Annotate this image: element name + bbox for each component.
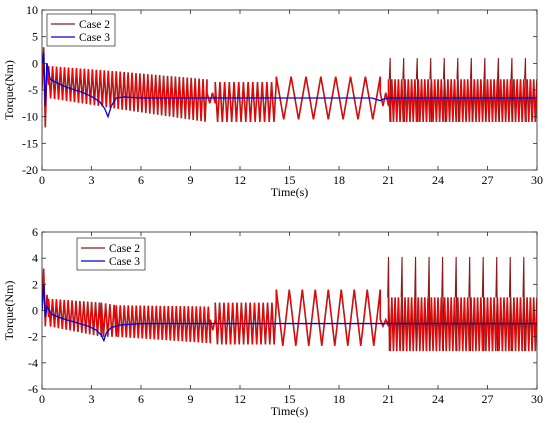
legend-label: Case 2 [79, 19, 110, 31]
y-tick-label: -20 [22, 163, 38, 177]
plot-series [42, 256, 537, 352]
x-tick-label: 0 [39, 173, 45, 187]
series-case2-spike [481, 256, 485, 352]
series-case2-spike [483, 57, 487, 123]
series-case2-spike [497, 57, 500, 123]
legend-box [46, 13, 116, 47]
series-case2-spike [508, 256, 512, 352]
x-tick-label: 15 [284, 173, 296, 187]
x-tick-label: 18 [333, 173, 345, 187]
chart-2: 0 3 6 9 12 15 18 21 24 27 30-6-4-20246Time(s)Torqu… [2, 225, 543, 418]
y-tick-label: 0 [32, 56, 38, 70]
x-axis-label: Time(s) [271, 404, 309, 418]
series-case2-spike [427, 256, 431, 352]
y-axis-label: Torque(Nm) [2, 60, 16, 120]
x-tick-label: 15 [284, 392, 296, 406]
y-tick-label: 0 [32, 304, 38, 318]
y-tick-label: 4 [32, 251, 38, 265]
y-tick-label: 10 [26, 3, 38, 17]
x-tick-label: 24 [432, 173, 444, 187]
x-tick-label: 21 [383, 392, 395, 406]
y-tick-label: -4 [28, 356, 38, 370]
x-axis-label: Time(s) [271, 185, 309, 199]
legend-label: Case 3 [79, 32, 110, 44]
x-tick-label: 6 [138, 392, 144, 406]
x-tick-label: 12 [234, 173, 246, 187]
x-tick-label: 21 [383, 173, 395, 187]
series-case2-spike [402, 57, 406, 123]
x-tick-label: 24 [432, 392, 444, 406]
series-case2-spike [429, 57, 433, 123]
x-tick-label: 12 [234, 392, 246, 406]
series-case2-spike [522, 256, 526, 352]
y-axis-label: Torque(Nm) [2, 281, 16, 341]
plot-series [42, 47, 537, 128]
x-tick-label: 27 [482, 173, 494, 187]
x-tick-label: 9 [188, 173, 194, 187]
y-tick-label: -15 [22, 136, 38, 150]
series-case2-spike [387, 256, 390, 352]
y-tick-label: -5 [28, 83, 38, 97]
y-tick-label: 6 [32, 225, 38, 239]
series-case2-spike [495, 256, 499, 352]
y-tick-label: -10 [22, 110, 38, 124]
y-tick-label: 2 [32, 277, 38, 291]
series-case2-spike [400, 256, 404, 352]
x-tick-label: 18 [333, 392, 345, 406]
x-tick-label: 3 [89, 173, 95, 187]
series-case2-spike [469, 57, 473, 123]
series-case2-spike [388, 57, 392, 123]
legend-box [76, 237, 146, 271]
x-tick-label: 30 [531, 173, 543, 187]
series-case2-spike [442, 57, 446, 123]
legend-label: Case 3 [109, 256, 140, 268]
series-case2-line [42, 268, 537, 352]
y-tick-label: -2 [28, 330, 38, 344]
series-case2-spike [441, 256, 444, 352]
x-tick-label: 9 [188, 392, 194, 406]
series-case2-spike [415, 57, 419, 123]
x-tick-label: 27 [482, 392, 494, 406]
series-case2-spike [510, 57, 514, 123]
series-case3-line [42, 52, 537, 119]
series-case2-spike [468, 256, 472, 352]
legend-label: Case 2 [109, 243, 140, 255]
y-tick-label: 5 [32, 30, 38, 44]
series-case2-spike [454, 256, 458, 352]
chart-1: 0 3 6 9 12 15 18 21 24 27 30 -20 -15 -10 -5 0 5 10 Time(s)… [2, 3, 543, 199]
x-tick-label: 30 [531, 392, 543, 406]
series-case3-line [42, 284, 537, 343]
series-case2-spike [414, 256, 417, 352]
series-case2-spike [456, 57, 460, 123]
y-tick-label: -6 [28, 382, 38, 396]
series-case2-line [42, 47, 537, 128]
x-tick-label: 0 [39, 392, 45, 406]
series-case2-spike [524, 57, 527, 123]
x-tick-label: 6 [138, 173, 144, 187]
x-tick-label: 3 [89, 392, 95, 406]
